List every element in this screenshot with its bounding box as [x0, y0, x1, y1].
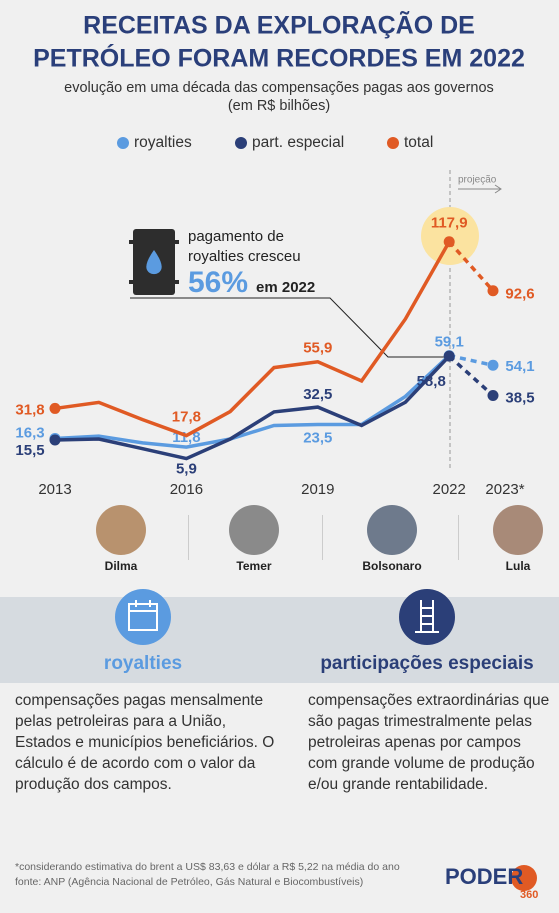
value-label: 16,3 — [15, 424, 44, 441]
section-text: compensações extraordinárias que são pag… — [308, 692, 550, 793]
barrel-icon — [129, 229, 179, 295]
x-tick-label: 2022 — [433, 481, 466, 498]
annotation-text: royalties cresceu — [188, 248, 301, 265]
icon-platform — [399, 589, 455, 645]
point — [487, 359, 499, 371]
value-label: 15,5 — [15, 442, 44, 459]
president-name: Bolsonaro — [362, 559, 421, 573]
series-line — [448, 353, 494, 367]
logo: PODER — [445, 864, 523, 889]
separators — [188, 515, 459, 560]
legend-label: total — [404, 134, 433, 151]
series-line — [448, 354, 495, 397]
point — [443, 350, 455, 362]
legend-dot — [387, 137, 399, 149]
value-label: 59,1 — [435, 334, 464, 351]
value-label: 32,5 — [303, 386, 332, 403]
x-tick-label: 2023* — [485, 481, 524, 498]
series-line — [54, 354, 451, 461]
icon-calendar — [115, 589, 171, 645]
title: PETRÓLEO FORAM RECORDES EM 2022 — [33, 43, 525, 73]
logo-mark — [511, 865, 537, 891]
projection-label: projeção — [458, 175, 497, 186]
president-name: Dilma — [105, 559, 138, 573]
point — [49, 402, 61, 414]
series-line — [54, 240, 451, 438]
source: fonte: ANP (Agência Nacional de Petróleo… — [15, 876, 364, 888]
section-text: compensações pagas mensalmente pelas pet… — [15, 692, 275, 793]
annotation-leader — [130, 297, 450, 358]
section-title: participações especiais — [320, 653, 533, 674]
value-label: 54,1 — [505, 358, 534, 375]
value-label: 117,9 — [431, 215, 468, 232]
value-label: 5,9 — [176, 461, 197, 478]
annotation-text: em 2022 — [256, 279, 315, 296]
annotation-text: pagamento de — [188, 228, 284, 245]
point — [443, 236, 455, 248]
president-name: Temer — [236, 559, 271, 573]
x-tick-label: 2016 — [170, 481, 203, 498]
section-band — [0, 597, 559, 683]
subtitle: (em R$ bilhões) — [228, 98, 330, 114]
legend-label: royalties — [134, 134, 192, 151]
portraits — [96, 505, 543, 555]
value-label: 17,8 — [172, 409, 201, 426]
value-label: 55,9 — [303, 340, 332, 357]
subtitle: evolução em uma década das compensações … — [64, 80, 494, 96]
point — [487, 389, 499, 401]
projection-arrow — [458, 184, 502, 194]
x-tick-label: 2013 — [38, 481, 71, 498]
legend-dot — [117, 137, 129, 149]
value-label: 31,8 — [15, 401, 44, 418]
value-label: 92,6 — [505, 286, 534, 303]
title: RECEITAS DA EXPLORAÇÃO DE — [83, 10, 475, 40]
logo-sub: 360 — [520, 889, 538, 901]
series-line — [54, 354, 451, 449]
halo — [421, 207, 479, 265]
point — [487, 285, 499, 297]
value-label: 23,5 — [303, 429, 332, 446]
legend-label: part. especial — [252, 134, 344, 151]
footnote: *considerando estimativa do brent a US$ … — [15, 861, 400, 873]
value-label: 38,5 — [505, 389, 534, 406]
x-tick-label: 2019 — [301, 481, 334, 498]
legend-dot — [235, 137, 247, 149]
point — [49, 434, 61, 446]
president-name: Lula — [506, 559, 531, 573]
annotation-percent: 56% — [188, 266, 248, 299]
section-title: royalties — [104, 653, 182, 674]
value-label: 58,8 — [417, 373, 446, 390]
